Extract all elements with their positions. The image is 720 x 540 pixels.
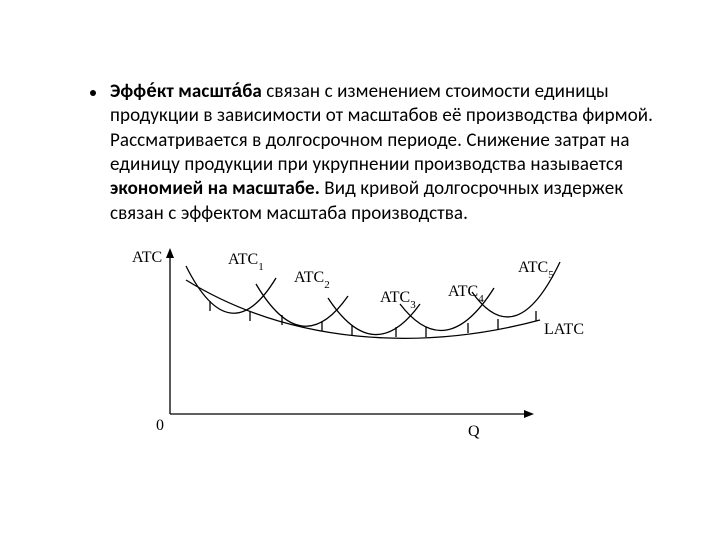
svg-text:ATC1: ATC1 bbox=[228, 251, 264, 273]
bullet-dot bbox=[90, 90, 96, 96]
svg-text:ATC5: ATC5 bbox=[518, 259, 554, 281]
chart-svg: ATC 0 Q LATC ATC1 ATC2 ATC3 ATC4 ATC5 bbox=[100, 244, 640, 444]
svg-text:ATC4: ATC4 bbox=[448, 283, 484, 305]
paragraph-text: Эффе́кт масшта́ба связан с изменением ст… bbox=[110, 80, 660, 226]
svg-text:Q: Q bbox=[468, 423, 480, 440]
term-bold-2: экономией на масштабе. bbox=[110, 177, 320, 200]
cost-curves-chart: ATC 0 Q LATC ATC1 ATC2 ATC3 ATC4 ATC5 bbox=[100, 244, 640, 444]
svg-text:ATC: ATC bbox=[132, 249, 162, 266]
svg-text:ATC2: ATC2 bbox=[294, 269, 330, 291]
svg-text:LATC: LATC bbox=[544, 321, 584, 338]
svg-text:ATC3: ATC3 bbox=[380, 289, 416, 311]
svg-text:0: 0 bbox=[156, 417, 164, 434]
term-bold: Эффе́кт масшта́ба bbox=[110, 80, 262, 103]
slide: Эффе́кт масшта́ба связан с изменением ст… bbox=[0, 0, 720, 540]
bullet-paragraph: Эффе́кт масшта́ба связан с изменением ст… bbox=[90, 80, 660, 226]
